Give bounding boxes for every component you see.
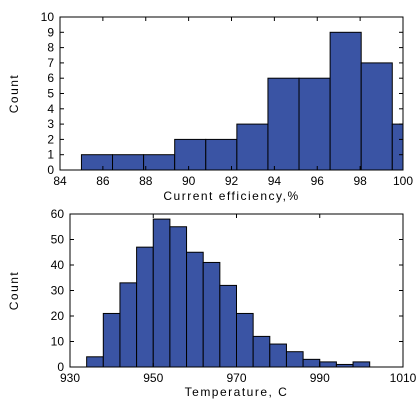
y-tick-label: 7 bbox=[47, 56, 54, 70]
y-tick-label: 1 bbox=[47, 148, 54, 162]
x-tick-label: 86 bbox=[96, 174, 110, 188]
histogram-bar bbox=[169, 226, 188, 367]
y-tick-label: 10 bbox=[51, 335, 65, 349]
x-tick-label: 970 bbox=[226, 371, 246, 385]
y-tick-label: 9 bbox=[47, 25, 54, 39]
histogram-bar bbox=[360, 62, 393, 170]
x-tick-label: 950 bbox=[143, 371, 163, 385]
y-tick-label: 6 bbox=[47, 71, 54, 85]
x-axis-title: Temperature, C bbox=[185, 385, 289, 399]
histogram-bar bbox=[236, 123, 269, 170]
histogram-bar bbox=[329, 31, 362, 170]
y-tick-label: 10 bbox=[41, 10, 55, 24]
y-tick-label: 0 bbox=[47, 163, 54, 177]
x-tick-label: 96 bbox=[311, 174, 325, 188]
histogram-bar bbox=[112, 154, 145, 170]
histogram-bar bbox=[152, 218, 171, 367]
y-tick-label: 0 bbox=[57, 360, 64, 374]
histogram-bar bbox=[252, 335, 271, 367]
bars bbox=[86, 218, 371, 367]
x-tick-label: 84 bbox=[53, 174, 67, 188]
histogram-bar bbox=[143, 154, 176, 170]
y-tick-label: 8 bbox=[47, 41, 54, 55]
histogram-bar bbox=[119, 282, 138, 367]
y-tick-label: 30 bbox=[51, 284, 65, 298]
x-axis-title: Current efficiency,% bbox=[163, 189, 299, 203]
y-tick-label: 50 bbox=[51, 233, 65, 247]
histogram-bar bbox=[302, 358, 321, 367]
histogram-bar bbox=[391, 123, 403, 170]
y-tick-label: 60 bbox=[51, 207, 65, 221]
histogram-bar bbox=[352, 361, 371, 367]
histogram-bar bbox=[319, 361, 337, 367]
x-tick-label: 930 bbox=[60, 371, 80, 385]
histogram-bar bbox=[102, 312, 121, 367]
x-tick-label: 92 bbox=[225, 174, 239, 188]
histogram-bar bbox=[86, 356, 104, 367]
x-tick-label: 88 bbox=[139, 174, 153, 188]
x-tick-label: 94 bbox=[268, 174, 282, 188]
y-tick-label: 3 bbox=[47, 117, 54, 131]
histogram-bar bbox=[236, 312, 254, 367]
histogram-bar bbox=[219, 284, 238, 367]
temperature-histogram: 930 950 970 990 1010 0 10 20 30 40 50 60 Temperature… bbox=[7, 207, 417, 399]
x-tick-label: 100 bbox=[393, 174, 413, 188]
histogram-bar bbox=[269, 343, 287, 367]
y-tick-label: 2 bbox=[47, 132, 54, 146]
x-tick-label: 98 bbox=[353, 174, 367, 188]
histogram-bar bbox=[186, 251, 204, 367]
histogram-bar bbox=[298, 77, 331, 170]
histogram-bar bbox=[174, 138, 207, 170]
y-tick-label: 5 bbox=[47, 87, 54, 101]
x-tick-label: 990 bbox=[310, 371, 330, 385]
y-tick-label: 40 bbox=[51, 258, 65, 272]
x-tick-label: 1010 bbox=[390, 371, 417, 385]
histogram-bar bbox=[267, 77, 300, 170]
x-tick-label: 90 bbox=[182, 174, 196, 188]
y-axis-title: Count bbox=[7, 271, 21, 311]
histogram-bar bbox=[80, 154, 114, 170]
histogram-bar bbox=[285, 351, 304, 367]
histogram-bar bbox=[205, 138, 238, 170]
histogram-bar bbox=[202, 261, 221, 367]
bars bbox=[80, 31, 403, 170]
histogram-bar bbox=[136, 246, 154, 367]
y-tick-label: 20 bbox=[51, 309, 65, 323]
y-axis-title: Count bbox=[7, 74, 21, 114]
y-tick-label: 4 bbox=[47, 102, 54, 116]
